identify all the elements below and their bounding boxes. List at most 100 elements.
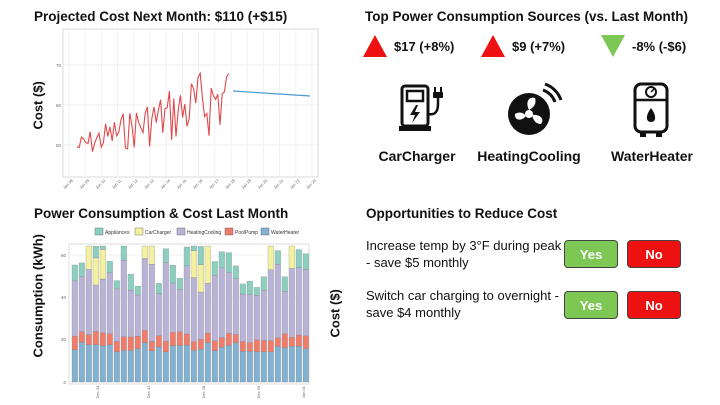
y-tick-label: 60: [61, 253, 67, 258]
bar-segment: [127, 336, 134, 351]
projected-cost-title: Projected Cost Next Month: $110 (+$15): [34, 9, 288, 24]
x-tick-label: Jan 18: [224, 177, 237, 190]
bar-segment: [267, 340, 274, 353]
accept-temp-button[interactable]: Yes: [564, 240, 618, 268]
bar-segment: [162, 248, 169, 263]
bar-segment: [162, 351, 169, 383]
bar-segment: [176, 289, 183, 333]
bar-segment: [71, 349, 78, 383]
historical-cost-line: [76, 71, 230, 152]
bar-segment: [288, 337, 295, 347]
source-name-carcharger: CarCharger: [378, 148, 456, 164]
x-tick-label: Dec 18: [201, 385, 206, 398]
x-tick-label: Jan 08: [62, 177, 75, 190]
up-triangle-icon: [481, 35, 505, 57]
bar-segment: [176, 345, 183, 383]
bar-segment: [106, 333, 113, 345]
bar-segment: [295, 345, 302, 383]
bar-segment: [148, 341, 155, 352]
x-tick-label: Jan 13: [143, 177, 156, 190]
legend-label: Appliances: [105, 230, 130, 236]
legend-swatch: [224, 227, 234, 236]
bar-segment: [190, 245, 197, 251]
bar-segment: [134, 348, 141, 383]
x-tick-label: Jan 11: [111, 177, 123, 189]
x-tick-label: Jan 16: [192, 177, 205, 190]
bar-segment: [253, 339, 260, 352]
x-tick-label: Jan 19: [240, 177, 253, 190]
decline-temp-button[interactable]: No: [627, 240, 681, 268]
bar-segment: [183, 333, 190, 346]
fan-icon: [508, 82, 563, 135]
consumption-title: Power Consumption & Cost Last Month: [34, 206, 289, 221]
x-tick-label: Jan 21: [273, 177, 286, 190]
bar-segment: [281, 276, 288, 292]
bar-segment: [288, 268, 295, 338]
bar-segment: [190, 277, 197, 342]
bar-segment: [239, 351, 246, 383]
bar-segment: [134, 286, 141, 296]
bar-segment: [92, 344, 99, 383]
bar-segment: [155, 346, 162, 383]
x-tick-label: Jan 14: [159, 177, 172, 190]
bar-segment: [190, 250, 197, 278]
bar-segment: [113, 351, 120, 383]
bar-segment: [71, 264, 78, 282]
bar-segment: [134, 335, 141, 349]
bar-segment: [204, 333, 211, 343]
bar-segment: [78, 262, 85, 277]
source-name-waterheater: WaterHeater: [611, 148, 693, 164]
accept-charging-button[interactable]: Yes: [564, 291, 618, 319]
bar-segment: [169, 332, 176, 346]
legend-label: HeatingCooling: [187, 230, 221, 236]
consumption-right-y-label: Cost ($): [327, 289, 343, 338]
bar-segment: [106, 344, 113, 383]
x-tick-label: Dec 25: [256, 385, 261, 398]
bar-segment: [260, 340, 267, 352]
bar-segment: [218, 346, 225, 383]
bar-segment: [78, 276, 85, 332]
bar-segment: [113, 288, 120, 342]
bar-segment: [225, 272, 232, 334]
bar-segment: [225, 345, 232, 383]
bar-segment: [169, 265, 176, 284]
bar-segment: [176, 278, 183, 290]
bar-segment: [120, 245, 127, 261]
bar-segment: [232, 265, 239, 279]
bar-segment: [99, 332, 106, 346]
bar-segment: [71, 336, 78, 350]
bar-segment: [302, 335, 309, 349]
bar-segment: [239, 341, 246, 352]
bar-segment: [99, 345, 106, 383]
bar-segment: [295, 249, 302, 268]
bar-segment: [225, 333, 232, 346]
bar-segment: [281, 291, 288, 334]
bar-segment: [218, 337, 225, 348]
y-tick-label: 0: [63, 380, 66, 385]
x-tick-label: Jan 01: [301, 385, 306, 398]
decline-charging-button[interactable]: No: [627, 291, 681, 319]
bar-segment: [295, 267, 302, 336]
x-tick-label: Jan 12: [127, 177, 140, 190]
bar-segment: [78, 331, 85, 343]
bar-segment: [267, 245, 274, 270]
bar-segment: [246, 294, 253, 343]
bar-segment: [267, 351, 274, 383]
consumption-chart: Appliances CarCharger HeatingCooling PoolPu…: [61, 227, 310, 398]
bar-segment: [211, 340, 218, 351]
bar-segment: [127, 350, 134, 383]
bar-segment: [169, 345, 176, 383]
bar-segment: [99, 278, 106, 334]
bar-segment: [106, 272, 113, 334]
bar-segment: [71, 280, 78, 337]
bar-segment: [295, 334, 302, 347]
bar-segment: [260, 351, 267, 383]
source-change-waterheater: -8% (-$6): [600, 34, 686, 58]
bar-segment: [239, 283, 246, 295]
x-tick-label: Jan 09: [78, 177, 91, 190]
bar-segment: [106, 261, 113, 273]
bar-segment: [260, 276, 267, 291]
bar-segment: [127, 274, 134, 291]
bar-segment: [183, 265, 190, 335]
